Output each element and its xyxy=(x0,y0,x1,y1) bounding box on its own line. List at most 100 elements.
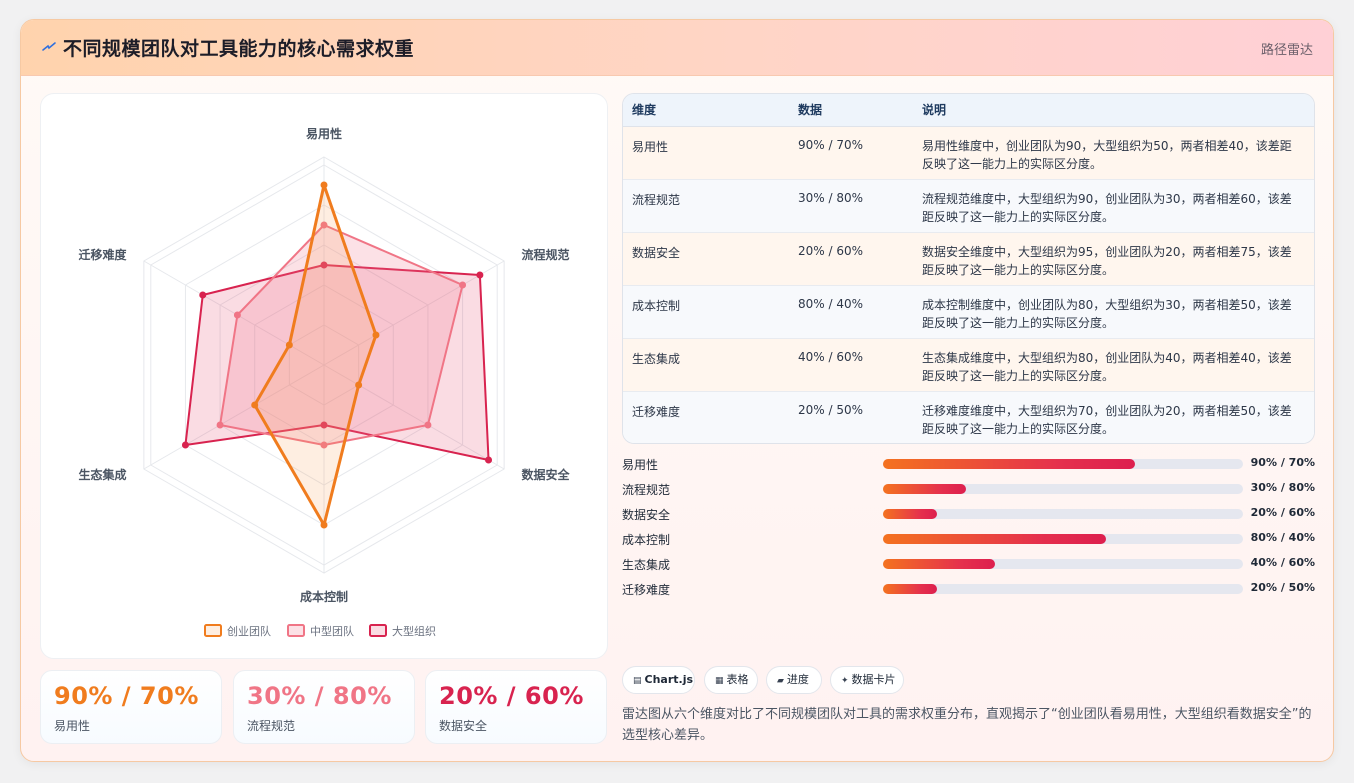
table-icon: ▦ xyxy=(715,676,724,686)
data-table: 维度 数据 说明 易用性 90% / 70% 易用性维度中，创业团队为90，大型… xyxy=(622,93,1315,444)
progress-list: 易用性 90% / 70% 流程规范 30% / 80% 数据安全 20% / … xyxy=(622,456,1315,606)
chip-progress[interactable]: ▰ 进度 xyxy=(766,666,822,694)
progress-track xyxy=(883,534,1243,544)
chip-chartjs[interactable]: ▤ Chart.js xyxy=(622,666,695,694)
progress-fill xyxy=(883,534,1107,544)
cell-description: 成本控制维度中，创业团队为80，大型组织为30，两者相差50，该差距反映了这一能… xyxy=(913,285,1314,339)
cell-data: 90% / 70% xyxy=(789,126,913,180)
progress-icon: ▰ xyxy=(777,676,784,686)
progress-value: 40% / 60% xyxy=(1250,556,1315,569)
legend-swatch xyxy=(287,624,305,637)
radar-axis-label: 成本控制 xyxy=(300,589,348,604)
cell-data: 20% / 60% xyxy=(789,232,913,286)
progress-label: 迁移难度 xyxy=(622,583,671,597)
cell-dimension: 流程规范 xyxy=(623,179,789,233)
radar-data-point xyxy=(199,291,207,299)
column-header-dimension: 维度 xyxy=(623,94,789,127)
cell-description: 流程规范维度中，大型组织为90，创业团队为30，两者相差60，该差距反映了这一能… xyxy=(913,179,1314,233)
progress-track xyxy=(883,509,1243,519)
radar-axis-label: 易用性 xyxy=(306,126,342,141)
progress-value: 20% / 60% xyxy=(1250,506,1315,519)
cell-dimension: 生态集成 xyxy=(623,338,789,392)
column-header-data: 数据 xyxy=(789,94,913,127)
cell-data: 30% / 80% xyxy=(789,179,913,233)
stat-label: 数据安全 xyxy=(439,719,488,733)
progress-value: 30% / 80% xyxy=(1250,481,1315,494)
header-bar: 不同规模团队对工具能力的核心需求权重 路径雷达 xyxy=(21,20,1333,76)
summary-text: 雷达图从六个维度对比了不同规模团队对工具的需求权重分布，直观揭示了“创业团队看易… xyxy=(622,707,1312,743)
legend-swatch xyxy=(369,624,387,637)
progress-track xyxy=(883,584,1243,594)
cell-dimension: 迁移难度 xyxy=(623,391,789,443)
radar-data-point xyxy=(181,441,189,449)
table-row: 生态集成 40% / 60% 生态集成维度中，大型组织为80，创业团队为40，两… xyxy=(623,338,1314,392)
progress-label: 生态集成 xyxy=(622,558,671,572)
radar-data-point xyxy=(320,521,328,529)
progress-row: 成本控制 80% / 40% xyxy=(622,531,1315,551)
page-title: 不同规模团队对工具能力的核心需求权重 xyxy=(63,38,415,60)
table-row: 流程规范 30% / 80% 流程规范维度中，大型组织为90，创业团队为30，两… xyxy=(623,179,1314,233)
chip-data-card[interactable]: ✦ 数据卡片 xyxy=(830,666,904,694)
chip-table[interactable]: ▦ 表格 xyxy=(704,666,758,694)
progress-track xyxy=(883,459,1243,469)
radar-data-point xyxy=(320,421,328,429)
radar-data-point xyxy=(485,456,493,464)
table-row: 数据安全 20% / 60% 数据安全维度中，大型组织为95，创业团队为20，两… xyxy=(623,232,1314,286)
radar-data-point xyxy=(372,331,380,339)
radar-data-point xyxy=(320,261,328,269)
chart-icon: ▤ xyxy=(633,676,642,686)
progress-row: 数据安全 20% / 60% xyxy=(622,506,1315,526)
progress-track xyxy=(883,484,1243,494)
progress-row: 迁移难度 20% / 50% xyxy=(622,581,1315,601)
progress-fill xyxy=(883,459,1135,469)
sparkle-icon: ✦ xyxy=(841,676,849,686)
radar-data-point xyxy=(355,381,363,389)
legend-label: 中型团队 xyxy=(310,624,354,638)
radar-data-point xyxy=(459,281,467,289)
progress-fill xyxy=(883,484,966,494)
route-label[interactable]: 路径雷达 xyxy=(1260,43,1313,58)
progress-fill xyxy=(883,509,937,519)
table-row: 易用性 90% / 70% 易用性维度中，创业团队为90，大型组织为50，两者相… xyxy=(623,126,1314,180)
progress-label: 数据安全 xyxy=(622,508,671,522)
stat-value: 20% / 60% xyxy=(439,682,584,710)
radar-chart-panel: 易用性 流程规范 数据安全 成本控制 生态集成 迁移难度 创业团队 中型团队 大型组织 xyxy=(40,93,608,659)
radar-data-point xyxy=(320,441,328,449)
chip-label: 表格 xyxy=(726,673,749,686)
stat-label: 流程规范 xyxy=(247,719,296,733)
table-row: 成本控制 80% / 40% 成本控制维度中，创业团队为80，大型组织为30，两… xyxy=(623,285,1314,339)
chip-label: Chart.js xyxy=(644,673,694,686)
progress-row: 生态集成 40% / 60% xyxy=(622,556,1315,576)
radar-spoke xyxy=(323,364,505,470)
cell-data: 40% / 60% xyxy=(789,338,913,392)
progress-label: 流程规范 xyxy=(622,483,671,497)
progress-row: 易用性 90% / 70% xyxy=(622,456,1315,476)
table-row: 迁移难度 20% / 50% 迁移难度维度中，大型组织为70，创业团队为20，两… xyxy=(623,391,1314,443)
radar-data-point xyxy=(476,271,484,279)
stat-label: 易用性 xyxy=(54,719,91,733)
chip-label: 数据卡片 xyxy=(851,673,896,686)
progress-value: 90% / 70% xyxy=(1250,456,1315,469)
radar-spoke xyxy=(323,260,505,366)
radar-data-point xyxy=(424,421,432,429)
radar-axis-label: 生态集成 xyxy=(78,467,126,482)
legend-label: 大型组织 xyxy=(392,624,436,638)
spark-icon xyxy=(42,42,56,51)
radar-data-point xyxy=(233,311,241,319)
radar-data-point xyxy=(320,181,328,189)
cell-description: 数据安全维度中，大型组织为95，创业团队为20，两者相差75，该差距反映了这一能… xyxy=(913,232,1314,286)
radar-axis-label: 数据安全 xyxy=(522,467,571,482)
progress-fill xyxy=(883,584,937,594)
stat-card-security: 20% / 60% 数据安全 xyxy=(425,670,607,744)
cell-data: 20% / 50% xyxy=(789,391,913,443)
cell-dimension: 数据安全 xyxy=(623,232,789,286)
radar-spoke xyxy=(143,364,325,470)
progress-fill xyxy=(883,559,995,569)
cell-description: 易用性维度中，创业团队为90，大型组织为50，两者相差40，该差距反映了这一能力… xyxy=(913,126,1314,180)
progress-track xyxy=(883,559,1243,569)
cell-data: 80% / 40% xyxy=(789,285,913,339)
stat-value: 30% / 80% xyxy=(247,682,392,710)
radar-data-point xyxy=(251,401,259,409)
stat-card-ease: 90% / 70% 易用性 xyxy=(40,670,222,744)
chip-label: 进度 xyxy=(786,673,809,686)
